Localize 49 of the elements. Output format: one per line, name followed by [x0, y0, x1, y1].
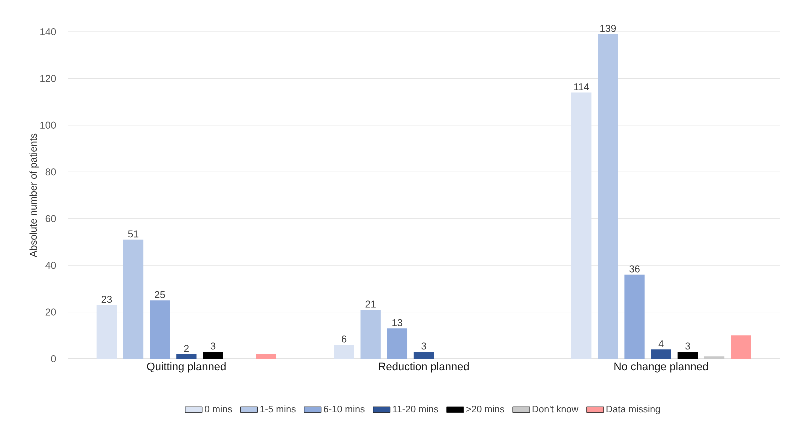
bar [414, 352, 434, 359]
y-tick-label: 120 [40, 75, 56, 82]
bar [651, 350, 672, 359]
bar [387, 328, 408, 359]
data-label: 23 [102, 296, 112, 304]
data-label: 25 [155, 291, 166, 298]
y-axis-title: Absolute number of patients [30, 134, 40, 258]
bar [176, 354, 197, 359]
data-label: 2 [184, 345, 189, 352]
bar [360, 310, 381, 359]
data-label: 114 [574, 84, 590, 91]
legend-label: Data missing [606, 406, 660, 415]
bar [150, 300, 170, 359]
legend-label: 1-5 mins [260, 406, 296, 413]
x-tick-label: Quitting planned [147, 362, 226, 373]
x-tick-label: No change planned [614, 362, 708, 373]
bar [123, 240, 144, 359]
bar [334, 344, 354, 359]
y-tick-label: 0 [51, 355, 56, 363]
bar [624, 274, 645, 359]
y-tick-label: 20 [46, 308, 56, 316]
bar [203, 352, 224, 359]
legend-label: 11-20 mins [393, 406, 438, 413]
legend-label: 0 mins [205, 406, 232, 413]
data-label: 21 [366, 300, 376, 308]
bar [96, 305, 118, 359]
data-label: 3 [686, 342, 690, 350]
data-label: 3 [422, 342, 426, 350]
legend-label: 6-10 mins [324, 406, 365, 413]
data-label: 4 [658, 340, 664, 348]
data-label: 139 [600, 25, 616, 32]
data-label: 51 [128, 230, 139, 238]
bar [598, 34, 618, 359]
y-tick-label: 40 [46, 262, 56, 270]
data-label: 3 [210, 342, 216, 350]
y-tick-label: 140 [40, 28, 56, 36]
y-tick-label: 100 [40, 122, 56, 129]
y-tick-label: 60 [46, 215, 56, 222]
data-label: 13 [392, 319, 403, 326]
bar [572, 92, 592, 359]
legend-label: >20 mins [466, 406, 504, 413]
bar [678, 352, 698, 359]
y-tick-label: 80 [46, 168, 56, 176]
legend-label: Don't know [532, 406, 579, 413]
x-tick-label: Reduction planned [379, 362, 469, 373]
bar [256, 354, 277, 359]
bar [731, 336, 752, 359]
data-label: 6 [342, 336, 347, 343]
data-label: 36 [630, 266, 640, 273]
